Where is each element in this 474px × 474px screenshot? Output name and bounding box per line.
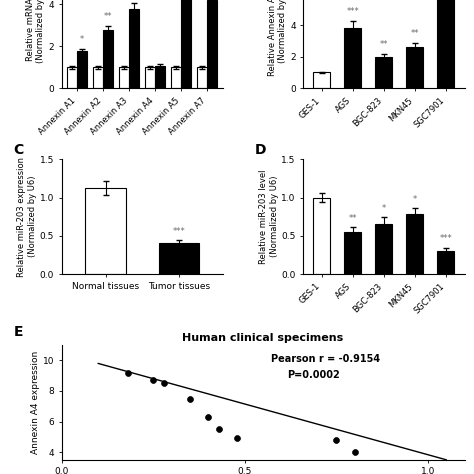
- Text: ***: ***: [173, 227, 185, 236]
- Text: **: **: [349, 214, 357, 223]
- Text: **: **: [104, 12, 112, 21]
- Bar: [159, 244, 199, 274]
- Point: [215, 425, 223, 433]
- Bar: [85, 188, 126, 274]
- Bar: [171, 67, 181, 88]
- Y-axis label: Relative Annexin A4 mR
(Normalized by G): Relative Annexin A4 mR (Normalized by G): [268, 0, 287, 76]
- Text: *: *: [413, 195, 417, 204]
- Text: E: E: [13, 325, 23, 339]
- Text: *: *: [80, 35, 84, 44]
- Bar: [181, 0, 191, 88]
- Bar: [67, 67, 77, 88]
- Text: D: D: [255, 143, 266, 157]
- Text: ***: ***: [346, 7, 359, 16]
- Bar: [129, 9, 139, 88]
- Point: [160, 380, 168, 387]
- Y-axis label: Relative miR-203 level
(Normalized by U6): Relative miR-203 level (Normalized by U6…: [259, 169, 279, 264]
- Point: [351, 448, 358, 456]
- Text: **: **: [380, 40, 388, 49]
- Bar: [375, 224, 392, 274]
- Bar: [345, 28, 362, 88]
- Bar: [438, 251, 455, 274]
- Bar: [406, 214, 423, 274]
- Bar: [77, 52, 87, 88]
- Point: [186, 395, 193, 402]
- Bar: [313, 198, 330, 274]
- Text: Pearson r = -0.9154: Pearson r = -0.9154: [271, 354, 380, 365]
- Bar: [119, 67, 129, 88]
- Bar: [155, 66, 165, 88]
- Text: C: C: [13, 143, 24, 157]
- Bar: [103, 30, 113, 88]
- Y-axis label: Relative mRNA e
(Normalized by G): Relative mRNA e (Normalized by G): [26, 0, 46, 64]
- Point: [124, 369, 131, 376]
- Bar: [375, 57, 392, 88]
- Text: *: *: [382, 204, 386, 213]
- Y-axis label: Relative miR-203 expression
(Normalized by U6): Relative miR-203 expression (Normalized …: [18, 157, 37, 277]
- Text: **: **: [410, 29, 419, 38]
- Point: [149, 376, 157, 384]
- Title: Human clinical specimens: Human clinical specimens: [182, 333, 344, 343]
- Bar: [345, 232, 362, 274]
- Point: [333, 436, 340, 444]
- Point: [234, 435, 241, 442]
- Point: [204, 413, 212, 421]
- Text: ***: ***: [439, 235, 452, 244]
- Text: P=0.0002: P=0.0002: [287, 370, 340, 380]
- Bar: [146, 67, 155, 88]
- Bar: [197, 67, 207, 88]
- Bar: [93, 67, 103, 88]
- Bar: [406, 47, 423, 88]
- Y-axis label: Annexin A4 expression: Annexin A4 expression: [31, 351, 40, 454]
- Bar: [438, 0, 455, 88]
- Bar: [207, 0, 217, 88]
- Bar: [313, 73, 330, 88]
